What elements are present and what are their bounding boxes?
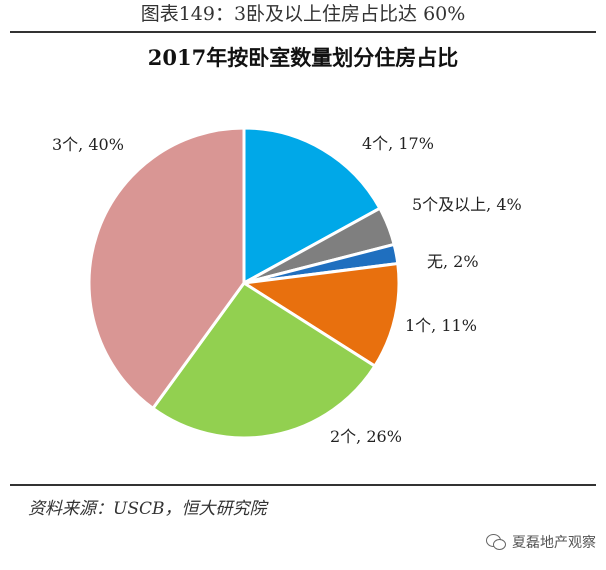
slice-label-2: 无, 2%	[427, 252, 479, 271]
top-rule	[10, 31, 596, 33]
pie-slice-5	[87, 126, 246, 411]
pie-labels: 4个, 17% 5个及以上, 4% 无, 2% 1个, 11% 2个, 26% 3个, 4…	[52, 134, 522, 446]
slice-label-1: 5个及以上, 4%	[412, 195, 522, 214]
pie-slice-4	[150, 280, 377, 440]
slice-label-4: 2个, 26%	[330, 427, 402, 446]
watermark: 夏磊地产观察	[486, 532, 596, 552]
pie-slice-3	[239, 261, 401, 369]
slice-label-0: 4个, 17%	[362, 134, 434, 153]
slice-label-5: 3个, 40%	[52, 135, 124, 154]
pie-slice-0	[242, 126, 382, 286]
chart-title: 2017年按卧室数量划分住房占比	[147, 45, 459, 70]
watermark-text: 夏磊地产观察	[512, 535, 596, 551]
pie-slices	[87, 126, 401, 440]
figure-caption: 图表149：3卧及以上住房占比达 60%	[140, 3, 466, 25]
slice-label-3: 1个, 11%	[405, 316, 477, 335]
source-note: 资料来源：USCB，恒大研究院	[28, 499, 267, 519]
wechat-icon	[486, 534, 506, 550]
bottom-rule	[10, 484, 596, 486]
